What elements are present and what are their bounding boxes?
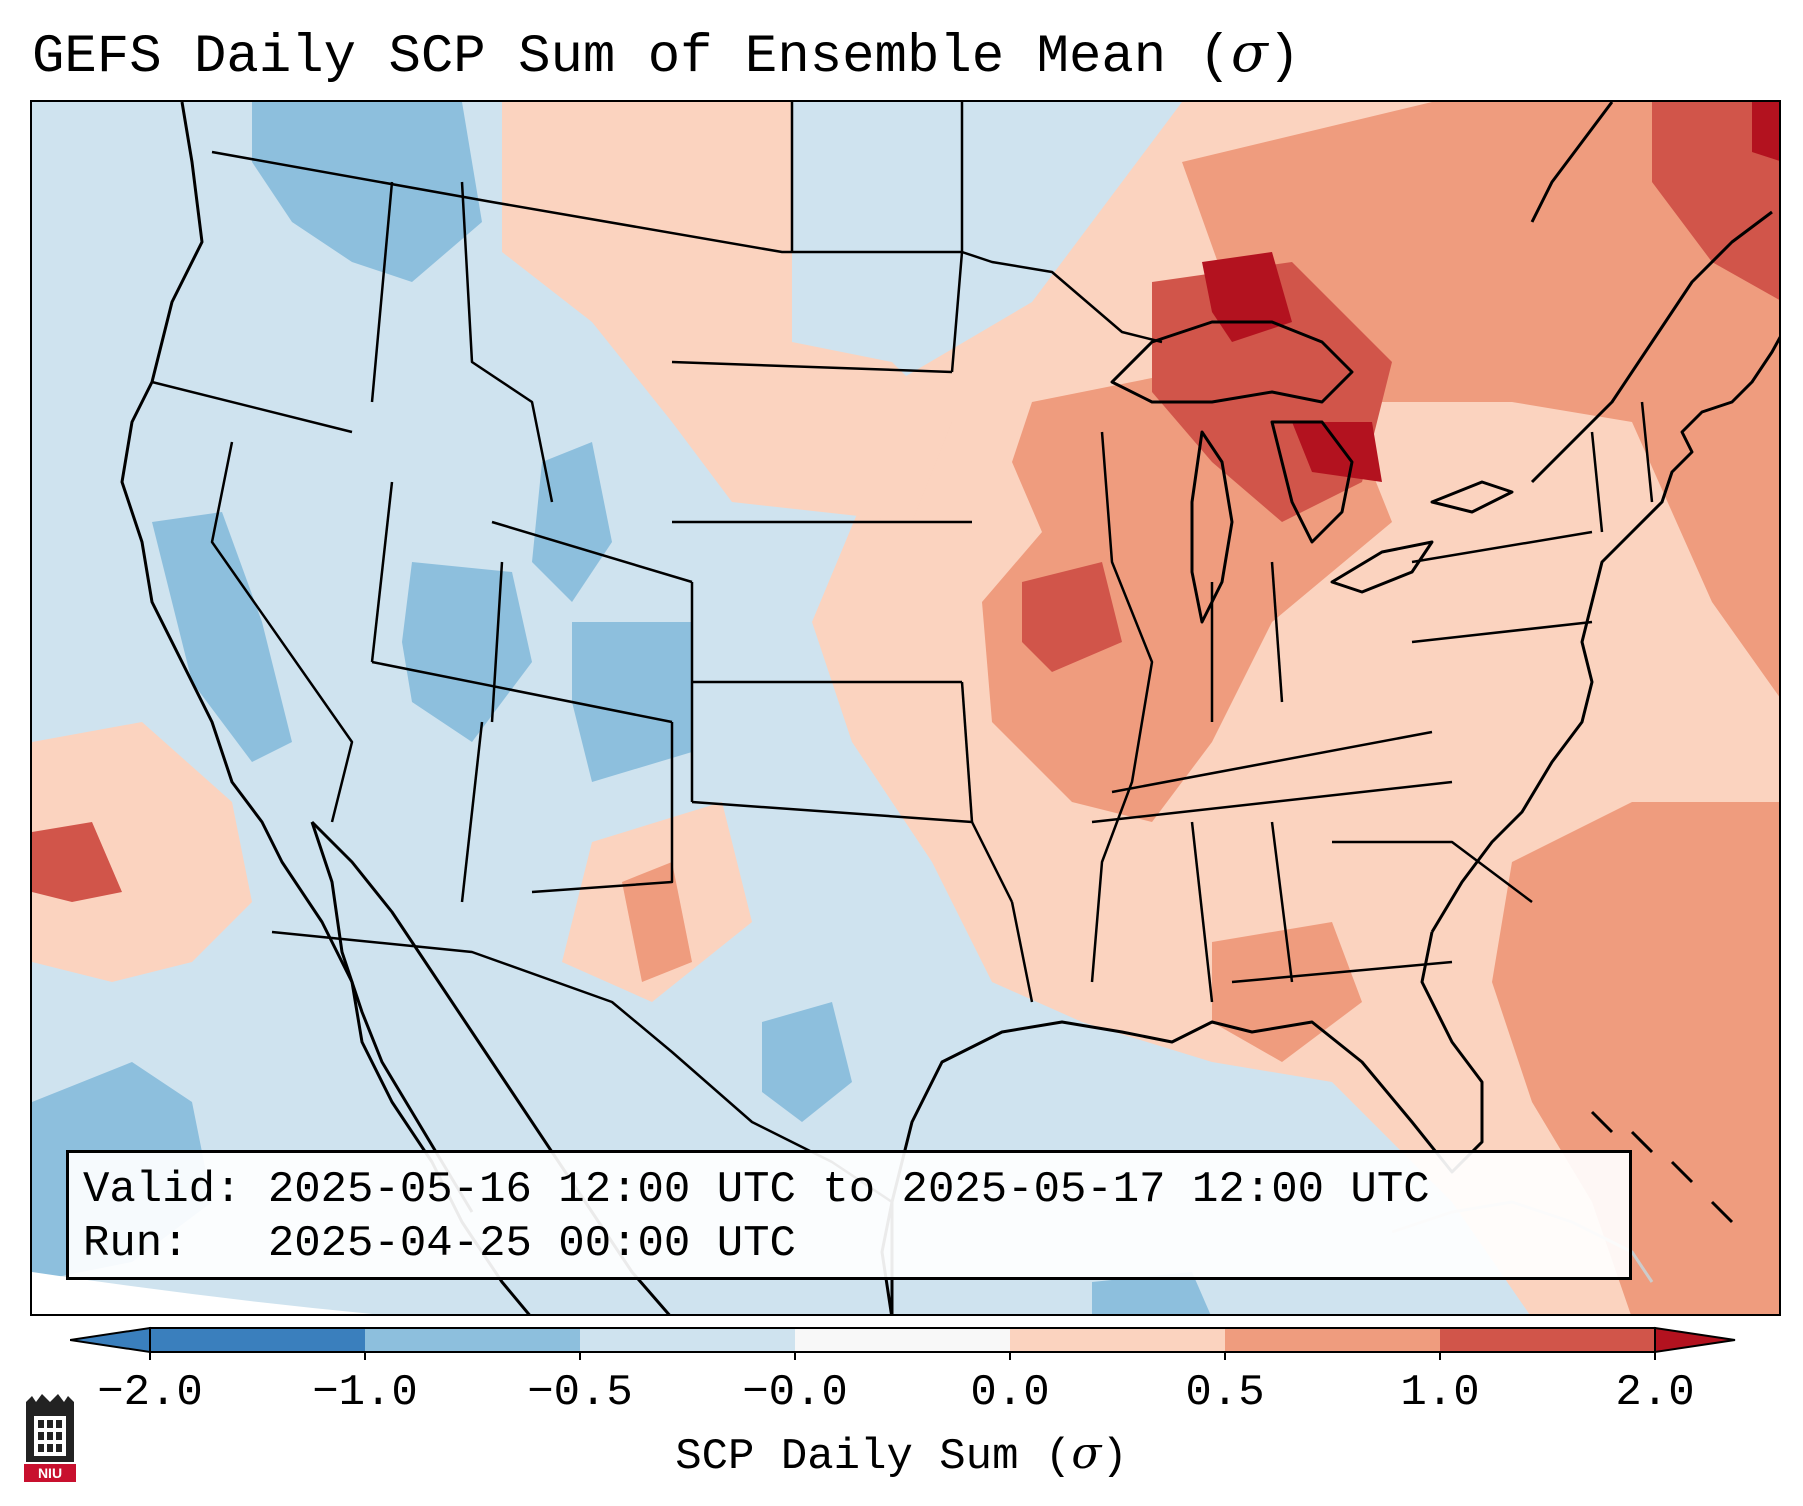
colorbar-bin-2 [365,1328,580,1352]
anomaly-region-red-iowa [1022,562,1122,672]
anomaly-region-blue-ut [402,562,532,742]
border-tx-la [1010,901,1034,1003]
anomaly-region-darkred-quebec [1752,102,1779,161]
run-value: 2025-04-25 00:00 UTC [267,1219,796,1269]
lake-huron [1270,420,1354,544]
colorbar [70,1326,1736,1360]
colorbar-bin-1 [150,1328,365,1352]
colorbar-bin-7 [1440,1328,1655,1352]
anomaly-region-blue-co [572,622,692,782]
border-ga-fl [1231,960,1453,984]
coastline-st-lawrence [1530,210,1773,484]
colorbar-label: SCP Daily Sum (σ) [0,1428,1803,1482]
anomaly-region-darkred-huron [1292,422,1382,482]
anomaly-region-salmon-northeast [1182,102,1779,697]
projection-edge [32,1272,373,1314]
colorbar-label-close: ) [1101,1432,1128,1482]
colorbar-frame [149,1327,1656,1353]
colorbar-bin-4 [795,1328,1010,1352]
border-ca-nv [210,441,354,823]
valid-row: Valid: 2025-05-16 12:00 UTC to 2025-05-1… [83,1163,1615,1217]
colorbar-tick-label: −0.0 [742,1368,848,1418]
border-nm-tx [531,722,674,894]
anomaly-region-blue-ca [152,512,292,762]
colorbar-tick-label: 0.5 [1185,1368,1265,1418]
colorbar-tick-label: −2.0 [97,1368,203,1418]
valid-run-info-box: Valid: 2025-05-16 12:00 UTC to 2025-05-1… [66,1150,1632,1280]
colorbar-label-text: SCP Daily Sum ( [675,1432,1072,1482]
border-id-mt [460,181,554,503]
anomaly-region-salmon-nm [622,862,692,982]
lake-ontario [1430,480,1514,514]
anomaly-region-blue-wy [532,442,612,602]
border-nd-mn [950,102,964,373]
colorbar-extend-low [70,1326,151,1354]
anomaly-region-blue-tx [762,1002,852,1122]
border-mississippi [1090,431,1154,983]
colorbar-tick-label: −0.5 [527,1368,633,1418]
border-pa-ny [1411,530,1593,564]
border-ms-al [1190,821,1214,1003]
title-text: GEFS Daily SCP Sum of Ensemble Mean ( [32,27,1231,88]
border-pa-md [1411,620,1593,644]
valid-label: Valid: [83,1165,242,1215]
anomaly-region-light-pink-pacific [32,722,252,982]
map-panel[interactable] [30,100,1781,1316]
border-ny-vt [1590,431,1604,533]
border-nv-ut [370,481,394,663]
coastline-east [1430,336,1779,933]
anomaly-region-salmon-gulf [1212,922,1362,1062]
title-close: ) [1267,27,1301,88]
border-ok-tx [691,800,1014,903]
border-oh-in [1270,561,1284,703]
coastline-bahamas [1590,1110,1734,1224]
anomaly-region-red-quebec [1652,102,1779,300]
coastline-west [120,102,531,1314]
anomaly-region-blue-nw [252,102,482,282]
title-sigma: σ [1231,21,1268,84]
colorbar-bin-5 [1010,1328,1225,1352]
border-or-ca [151,380,353,434]
border-ut-co [490,561,504,723]
colorbar-bin-6 [1225,1328,1440,1352]
border-wy-co [491,520,693,584]
anomaly-region-blue-mx [1092,1272,1211,1314]
border-ky-tn [1111,730,1433,794]
colorbar-label-sigma: σ [1071,1428,1102,1479]
map-title: GEFS Daily SCP Sum of Ensemble Mean (σ) [32,18,1300,93]
colorbar-tick-label: 2.0 [1615,1368,1695,1418]
border-nc-sc [1332,840,1533,903]
border-us-canada [211,150,1163,344]
coastline-hudson [1530,102,1614,223]
niu-logo-icon: NIU [24,1394,76,1482]
anomaly-region-light-pink-north [502,102,952,522]
coastline-gulf [890,931,1484,1314]
colorbar-tick-label: −1.0 [312,1368,418,1418]
anomaly-region-darkred-superior [1202,252,1292,342]
border-nh-me [1640,401,1654,503]
svg-text:NIU: NIU [38,1465,62,1481]
colorbar-ticks [149,1352,1656,1360]
valid-value: 2025-05-16 12:00 UTC to 2025-05-17 12:00… [267,1165,1430,1215]
anomaly-region-red-pacific [32,822,122,902]
scp-map[interactable] [32,102,1781,1316]
colorbar-bin-3 [580,1328,795,1352]
colorbar-tick-label: 0.0 [970,1368,1050,1418]
state-borders [151,102,1654,1204]
border-tn-north [1091,780,1453,824]
run-label: Run: [83,1219,189,1269]
border-nd-sd [671,360,953,374]
border-ut-az [371,660,673,724]
colorbar-extend-high [1654,1326,1736,1354]
lake-erie [1330,540,1434,594]
lake-superior [1110,320,1354,404]
run-row: Run: 2025-04-25 00:00 UTC [83,1217,1615,1271]
border-wa-id [370,181,394,403]
border-al-ga [1270,821,1294,983]
border-az-nm [460,721,484,903]
colorbar-tick-label: 1.0 [1400,1368,1480,1418]
anomaly-field [32,102,1779,1314]
border-ks-mo [960,681,974,823]
anomaly-region-salmon-atlantic [1492,802,1779,1314]
